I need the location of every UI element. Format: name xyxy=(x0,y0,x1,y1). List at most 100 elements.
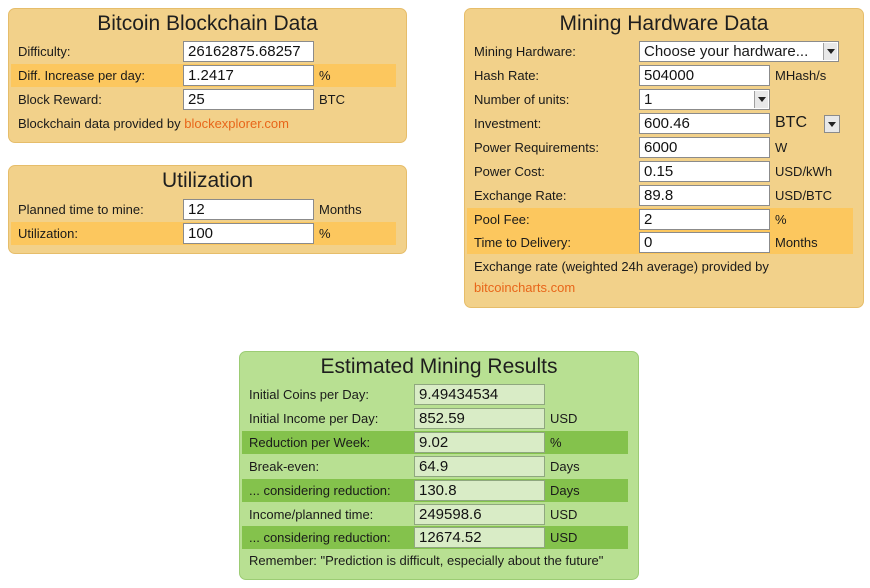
breakeven-reduction-unit: Days xyxy=(550,483,580,498)
coins-output: 9.49434534 xyxy=(414,384,545,405)
hashrate-row: Hash Rate: MHash/s xyxy=(467,64,853,87)
reduction-unit: % xyxy=(550,435,562,450)
block-reward-label: Block Reward: xyxy=(18,92,102,107)
coins-label: Initial Coins per Day: xyxy=(249,387,369,402)
hardware-select[interactable]: Choose your hardware... xyxy=(639,41,839,62)
pool-fee-label: Pool Fee: xyxy=(474,212,530,227)
investment-row: Investment: BTC xyxy=(467,112,853,135)
pool-fee-row: Pool Fee: % xyxy=(467,208,853,231)
block-reward-input[interactable] xyxy=(183,89,314,110)
planned-reduction-row: ... considering reduction: 12674.52 USD xyxy=(242,526,628,549)
utilization-input[interactable] xyxy=(183,223,314,244)
difficulty-row: Difficulty: xyxy=(11,40,396,63)
hashrate-label: Hash Rate: xyxy=(474,68,540,83)
units-select[interactable]: 1 xyxy=(639,89,770,110)
hashrate-input[interactable] xyxy=(639,65,770,86)
results-panel: Estimated Mining Results Initial Coins p… xyxy=(239,351,639,580)
difficulty-input[interactable] xyxy=(183,41,314,62)
investment-currency[interactable]: BTC xyxy=(775,114,807,131)
investment-label: Investment: xyxy=(474,116,542,131)
diff-increase-input[interactable] xyxy=(183,65,314,86)
delivery-label: Time to Delivery: xyxy=(474,235,572,250)
exchange-provider-note: bitcoincharts.com xyxy=(474,280,575,295)
income-label: Initial Income per Day: xyxy=(249,411,379,426)
planned-reduction-output: 12674.52 xyxy=(414,527,545,548)
hardware-selected: Choose your hardware... xyxy=(644,43,809,60)
utilization-title: Utilization xyxy=(161,169,254,192)
block-reward-row: Block Reward: BTC xyxy=(11,88,396,111)
coins-row: Initial Coins per Day: 9.49434534 xyxy=(242,383,628,406)
exchange-rate-label: Exchange Rate: xyxy=(474,188,567,203)
diff-increase-label: Diff. Increase per day: xyxy=(18,68,145,83)
breakeven-row: Break-even: 64.9 Days xyxy=(242,455,628,478)
utilization-row: Utilization: % xyxy=(11,222,396,245)
planned-reduction-label: ... considering reduction: xyxy=(249,530,391,545)
planned-income-label: Income/planned time: xyxy=(249,507,374,522)
chevron-down-icon[interactable] xyxy=(754,91,768,108)
planned-time-row: Planned time to mine: Months xyxy=(11,198,396,221)
pool-fee-input[interactable] xyxy=(639,209,770,230)
income-row: Initial Income per Day: 852.59 USD xyxy=(242,407,628,430)
breakeven-reduction-row: ... considering reduction: 130.8 Days xyxy=(242,479,628,502)
exchange-rate-unit: USD/BTC xyxy=(775,188,833,203)
reduction-label: Reduction per Week: xyxy=(249,435,371,450)
hardware-label: Mining Hardware: xyxy=(474,44,576,59)
reduction-row: Reduction per Week: 9.02 % xyxy=(242,431,628,454)
planned-time-unit: Months xyxy=(319,202,362,217)
power-label: Power Requirements: xyxy=(474,140,599,155)
blockchain-provider-text: Blockchain data provided by xyxy=(18,116,185,131)
utilization-panel: Utilization Planned time to mine: Months… xyxy=(8,165,407,254)
hardware-row: Mining Hardware: Choose your hardware... xyxy=(467,40,853,63)
delivery-row: Time to Delivery: Months xyxy=(467,231,853,254)
power-unit: W xyxy=(775,140,788,155)
exchange-rate-row: Exchange Rate: USD/BTC xyxy=(467,184,853,207)
power-row: Power Requirements: W xyxy=(467,136,853,159)
planned-income-row: Income/planned time: 249598.6 USD xyxy=(242,503,628,526)
planned-time-label: Planned time to mine: xyxy=(18,202,144,217)
difficulty-label: Difficulty: xyxy=(18,44,71,59)
block-reward-unit: BTC xyxy=(319,92,345,107)
income-unit: USD xyxy=(550,411,578,426)
exchange-rate-input[interactable] xyxy=(639,185,770,206)
units-row: Number of units: 1 xyxy=(467,88,853,111)
planned-reduction-unit: USD xyxy=(550,530,578,545)
units-label: Number of units: xyxy=(474,92,570,107)
breakeven-reduction-output: 130.8 xyxy=(414,480,545,501)
planned-time-input[interactable] xyxy=(183,199,314,220)
blockexplorer-link[interactable]: blockexplorer.com xyxy=(184,116,289,131)
hardware-panel: Mining Hardware Data Mining Hardware: Ch… xyxy=(464,8,864,308)
utilization-unit: % xyxy=(319,226,331,241)
hashrate-unit: MHash/s xyxy=(775,68,827,83)
planned-income-unit: USD xyxy=(550,507,578,522)
breakeven-label: Break-even: xyxy=(249,459,320,474)
blockchain-provider-note: Blockchain data provided by blockexplore… xyxy=(18,116,289,131)
blockchain-title: Bitcoin Blockchain Data xyxy=(97,12,318,35)
delivery-unit: Months xyxy=(775,235,818,250)
breakeven-reduction-label: ... considering reduction: xyxy=(249,483,391,498)
investment-input[interactable] xyxy=(639,113,770,134)
reduction-output: 9.02 xyxy=(414,432,545,453)
currency-select[interactable] xyxy=(824,115,840,133)
remember-note: Remember: "Prediction is difficult, espe… xyxy=(249,553,604,568)
units-selected: 1 xyxy=(644,91,653,108)
results-title: Estimated Mining Results xyxy=(320,355,558,378)
hardware-title: Mining Hardware Data xyxy=(559,12,769,35)
pool-fee-unit: % xyxy=(775,212,787,227)
chevron-down-icon[interactable] xyxy=(825,116,839,132)
diff-increase-row: Diff. Increase per day: % xyxy=(11,64,396,87)
exchange-provider-text: Exchange rate (weighted 24h average) pro… xyxy=(474,259,769,274)
breakeven-output: 64.9 xyxy=(414,456,545,477)
power-cost-unit: USD/kWh xyxy=(775,164,833,179)
utilization-label: Utilization: xyxy=(18,226,78,241)
chevron-down-icon[interactable] xyxy=(823,43,837,60)
power-cost-label: Power Cost: xyxy=(474,164,545,179)
power-cost-row: Power Cost: USD/kWh xyxy=(467,160,853,183)
breakeven-unit: Days xyxy=(550,459,580,474)
income-output: 852.59 xyxy=(414,408,545,429)
blockchain-panel: Bitcoin Blockchain Data Difficulty: Diff… xyxy=(8,8,407,143)
power-input[interactable] xyxy=(639,137,770,158)
delivery-input[interactable] xyxy=(639,232,770,253)
diff-increase-unit: % xyxy=(319,68,331,83)
bitcoincharts-link[interactable]: bitcoincharts.com xyxy=(474,280,576,295)
power-cost-input[interactable] xyxy=(639,161,770,182)
